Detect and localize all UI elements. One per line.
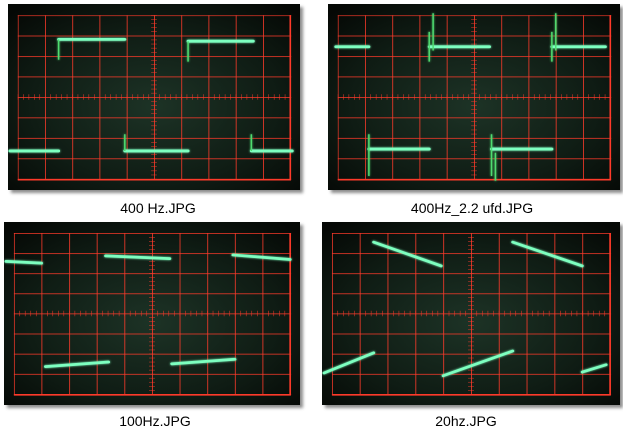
caption: 400Hz_2.2 ufd.JPG — [410, 200, 534, 216]
caption: 20hz.JPG — [435, 413, 497, 429]
photo — [328, 4, 620, 190]
photo — [322, 222, 620, 405]
scope — [322, 222, 620, 405]
scope — [4, 222, 300, 405]
scope — [328, 4, 620, 190]
photo — [4, 222, 300, 405]
scope — [8, 4, 300, 190]
photo — [8, 4, 300, 190]
caption: 400 Hz.JPG — [120, 200, 196, 216]
caption: 100Hz.JPG — [119, 413, 191, 429]
